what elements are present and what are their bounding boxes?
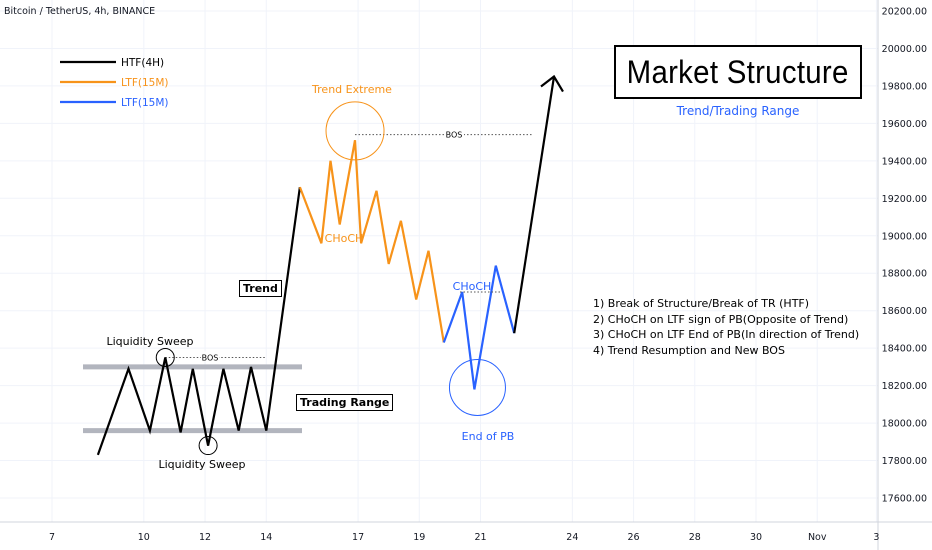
time-tick-label: 28	[689, 532, 701, 543]
time-tick-label: 21	[474, 532, 486, 543]
time-tick-label: 14	[260, 532, 272, 543]
price-tick-label: 17600.00	[882, 494, 927, 505]
price-tick-label: 18400.00	[882, 344, 927, 355]
legend-label: LTF(15M)	[121, 97, 168, 109]
trend-label: Trend	[239, 280, 282, 297]
time-tick-label: 12	[199, 532, 211, 543]
time-tick-label: Nov	[808, 532, 827, 543]
bos-small-label-bg	[201, 351, 219, 362]
time-tick-label: 24	[566, 532, 578, 543]
price-tick-label: 18000.00	[882, 419, 927, 430]
annotation-circle	[325, 101, 385, 161]
price-tick-label: 19400.00	[882, 156, 927, 167]
price-tick-label: 18200.00	[882, 381, 927, 392]
legend-label: HTF(4H)	[121, 57, 164, 69]
annotation-circle	[448, 358, 506, 416]
series-line	[96, 186, 301, 456]
time-axis[interactable]: 7 10 12 14 17 19 21 24 26 28 30 Nov 3	[49, 532, 879, 543]
choch-orange-label: CHoCH	[325, 232, 364, 245]
annotation-circle	[155, 348, 175, 368]
price-tick-label: 20200.00	[882, 7, 927, 18]
end-of-pb-label: End of PB	[462, 430, 515, 443]
choch-blue-label: CHoCH	[453, 280, 492, 293]
bos-big-label-bg	[444, 128, 464, 139]
series-line	[442, 265, 516, 390]
time-tick-label: 7	[49, 532, 55, 543]
price-path-series	[96, 74, 564, 456]
annotation-circles	[155, 101, 506, 456]
title-subtitle: Trend/Trading Range	[676, 104, 800, 118]
time-tick-label: 10	[138, 532, 150, 543]
note-item: 3) CHoCH on LTF End of PB(In direction o…	[593, 328, 860, 341]
price-tick-label: 19000.00	[882, 231, 927, 242]
price-tick-label: 18800.00	[882, 269, 927, 280]
time-tick-label: 19	[413, 532, 425, 543]
price-tick-label: 19600.00	[882, 119, 927, 130]
annotation-circle	[198, 436, 218, 456]
notes-list: 1) Break of Structure/Break of TR (HTF) …	[593, 296, 859, 358]
trend-extreme-label: Trend Extreme	[311, 83, 392, 96]
note-item: 2) CHoCH on LTF sign of PB(Opposite of T…	[593, 312, 849, 326]
chart-annotations: Liquidity Sweep Liquidity Sweep BOS BOS Tren…	[106, 83, 514, 471]
market-structure-title-box: Market Structure	[614, 45, 862, 99]
symbol-title[interactable]: Bitcoin / TetherUS, 4h, BINANCE	[4, 6, 156, 17]
note-item: 1) Break of Structure/Break of TR (HTF)	[593, 297, 810, 310]
trend-arrowhead	[540, 74, 564, 93]
legend-lines: HTF(4H) LTF(15M) LTF(15M)	[60, 57, 168, 109]
liquidity-sweep-top-label: Liquidity Sweep	[106, 335, 193, 348]
price-tick-label: 19200.00	[882, 194, 927, 205]
liquidity-sweep-bottom-label: Liquidity Sweep	[158, 458, 245, 471]
price-tick-label: 20000.00	[882, 44, 927, 55]
trading-range-label: Trading Range	[296, 394, 394, 411]
note-item: 4) Trend Resumption and New BOS	[593, 343, 785, 357]
series-line	[513, 76, 556, 334]
legend-label: LTF(15M)	[121, 77, 168, 89]
bos-big-label: BOS	[446, 131, 463, 140]
time-tick-label: 3	[873, 532, 879, 543]
time-tick-label: 26	[628, 532, 640, 543]
price-axis[interactable]: 20200.00 20000.00 19800.00 19600.00 19400.00…	[882, 7, 927, 505]
time-tick-label: 30	[750, 532, 762, 543]
series-line	[298, 140, 445, 343]
bos-lines	[165, 134, 533, 359]
price-tick-label: 19800.00	[882, 81, 927, 92]
price-tick-label: 18600.00	[882, 306, 927, 317]
bos-small-label: BOS	[202, 354, 219, 363]
price-tick-label: 17800.00	[882, 456, 927, 467]
time-tick-label: 17	[352, 532, 364, 543]
title-text: Market Structure	[626, 53, 850, 90]
